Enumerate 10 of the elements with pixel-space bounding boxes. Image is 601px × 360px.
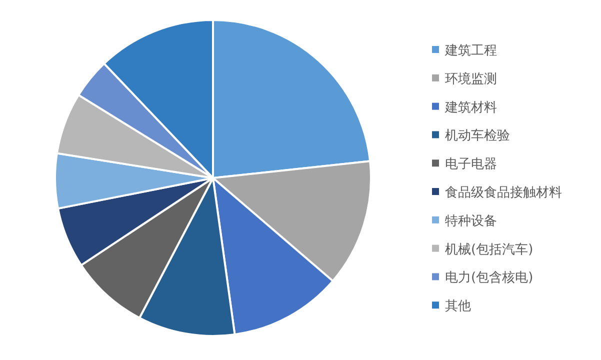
legend-label: 特种设备: [445, 214, 497, 229]
legend-label: 食品级食品接触材料: [445, 186, 562, 200]
legend-label: 机械(包括汽车): [445, 242, 534, 258]
legend-label: 电子电器: [445, 157, 497, 172]
legend-label: 电力(包含核电): [445, 270, 534, 286]
legend-label: 环境监测: [445, 70, 497, 87]
legend-label: 建筑工程: [444, 44, 497, 58]
legend-label: 其他: [445, 299, 471, 314]
legend-label: 机动车检验: [445, 128, 510, 144]
legend-label: 建筑材料: [444, 100, 497, 116]
